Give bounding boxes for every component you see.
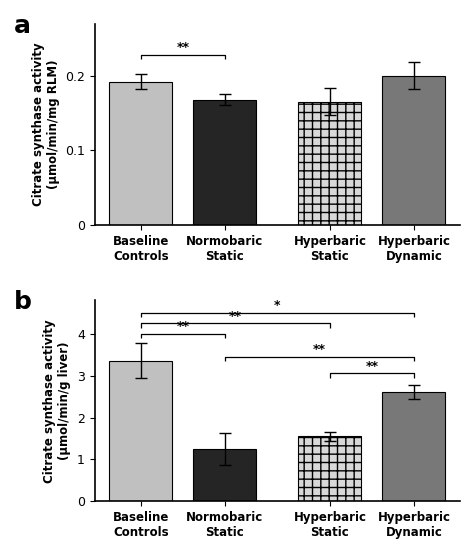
Text: b: b [14,290,32,314]
Text: **: ** [176,320,190,333]
Bar [299,436,361,502]
Text: **: ** [176,41,190,54]
Text: **: ** [229,310,242,322]
Bar [299,102,361,225]
Bar [109,361,173,502]
Bar [383,76,446,225]
Text: **: ** [365,360,378,373]
Bar [193,100,256,225]
Bar [193,449,256,502]
Bar [383,392,446,502]
Y-axis label: Citrate synthase activity
(μmol/min/g liver): Citrate synthase activity (μmol/min/g li… [44,319,72,483]
Text: a: a [14,13,31,38]
Text: **: ** [313,343,326,356]
Bar [109,82,173,225]
Text: *: * [274,299,281,312]
Y-axis label: Citrate synthase activity
(μmol/min/mg RLM): Citrate synthase activity (μmol/min/mg R… [32,43,60,206]
